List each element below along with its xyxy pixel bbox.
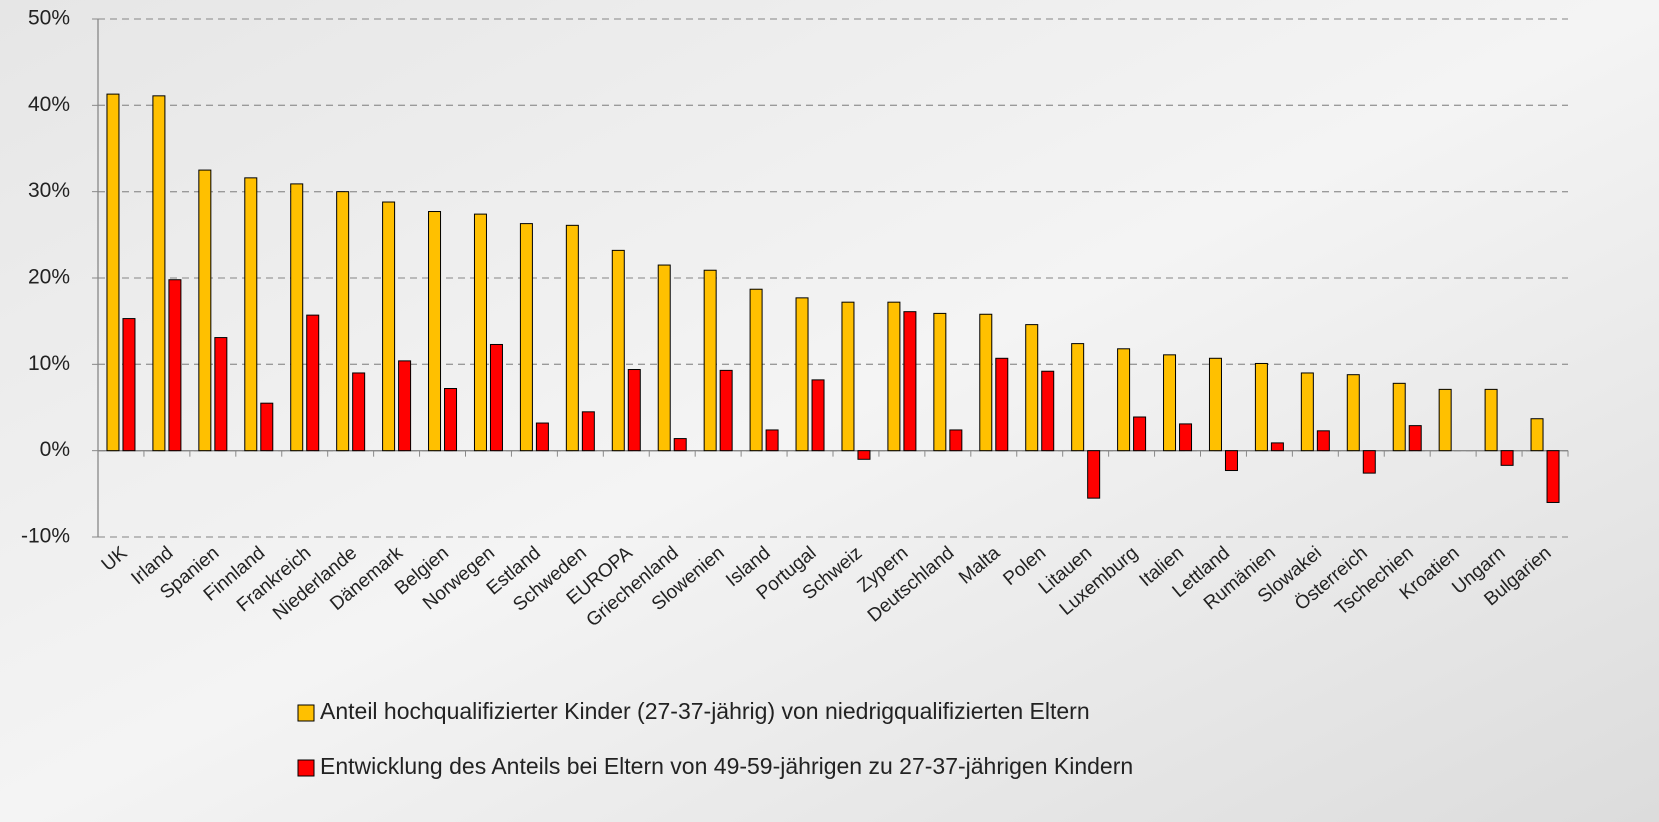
- bar: [122, 318, 136, 452]
- bar: [1087, 450, 1101, 499]
- bar: [1530, 418, 1544, 452]
- bar: [1133, 416, 1147, 452]
- y-tick-label: 20%: [28, 266, 70, 289]
- bar: [352, 372, 366, 452]
- bar: [519, 223, 533, 452]
- bar: [1179, 423, 1193, 452]
- bar: [428, 211, 442, 452]
- legend-swatch: [297, 759, 315, 777]
- bar: [290, 183, 304, 452]
- bar: [657, 264, 671, 452]
- bar: [1346, 374, 1360, 452]
- bar: [198, 169, 212, 452]
- bar: [1316, 430, 1330, 452]
- bar: [444, 388, 458, 452]
- bar: [1270, 442, 1284, 452]
- bar: [627, 369, 641, 452]
- bar: [887, 301, 901, 452]
- bar: [1041, 370, 1055, 452]
- bar: [1392, 382, 1406, 452]
- bar: [489, 343, 503, 452]
- bar: [933, 312, 947, 452]
- bar: [398, 360, 412, 452]
- bar: [903, 311, 917, 452]
- y-tick-label: 0%: [40, 438, 70, 461]
- y-tick-label: 10%: [28, 352, 70, 375]
- bar: [106, 93, 120, 452]
- bar: [765, 429, 779, 452]
- bar: [1484, 388, 1498, 452]
- bar: [673, 438, 687, 452]
- bar: [719, 369, 733, 452]
- bar: [1117, 348, 1131, 452]
- bar: [1254, 362, 1268, 452]
- bar: [1438, 388, 1452, 452]
- legend-label: Entwicklung des Anteils bei Eltern von 4…: [320, 753, 1133, 779]
- bar: [260, 402, 274, 452]
- bar: [1224, 450, 1238, 472]
- bar: [535, 422, 549, 452]
- y-tick-label: 30%: [28, 179, 70, 202]
- bar: [749, 288, 763, 452]
- bar: [1208, 357, 1222, 452]
- bar: [336, 191, 350, 452]
- bar: [244, 177, 258, 452]
- bar: [581, 411, 595, 452]
- bar: [949, 429, 963, 452]
- bar: [795, 297, 809, 452]
- bar: [565, 224, 579, 452]
- bar: [214, 337, 228, 452]
- legend-swatch: [297, 704, 315, 722]
- bar: [811, 379, 825, 452]
- bar: [703, 269, 717, 452]
- bar: [857, 450, 871, 460]
- legend-label: Anteil hochqualifizierter Kinder (27-37-…: [320, 698, 1090, 724]
- y-tick-label: -10%: [21, 525, 70, 548]
- bar: [1025, 324, 1039, 452]
- bar: [1362, 450, 1376, 474]
- bar: [1500, 450, 1514, 466]
- bar: [306, 314, 320, 452]
- bar: [382, 201, 396, 452]
- bar: [841, 301, 855, 452]
- bar: [1071, 343, 1085, 452]
- bar: [995, 357, 1009, 452]
- bar: [473, 213, 487, 452]
- bar: [168, 279, 182, 452]
- y-tick-label: 50%: [28, 7, 70, 30]
- y-tick-label: 40%: [28, 93, 70, 116]
- bar: [611, 249, 625, 452]
- bar: [979, 313, 993, 452]
- bar: [1163, 354, 1177, 452]
- bar: [1408, 425, 1422, 452]
- bar: [1300, 372, 1314, 452]
- bar: [152, 95, 166, 452]
- bar: [1546, 450, 1560, 503]
